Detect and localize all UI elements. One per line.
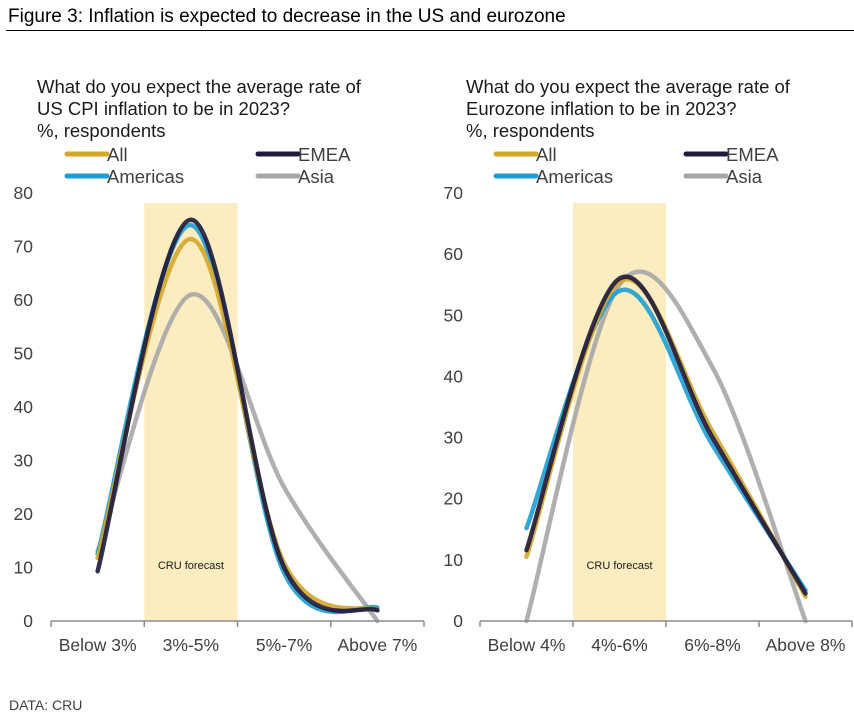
y-tick-label: 40 bbox=[14, 397, 34, 417]
chart-title-line: Eurozone inflation to be in 2023? bbox=[466, 98, 737, 119]
y-tick-label: 70 bbox=[14, 237, 34, 257]
legend-item-asia: Asia bbox=[255, 166, 335, 187]
series-line-asia bbox=[95, 292, 380, 624]
legend-item-all: All bbox=[64, 144, 128, 165]
legend-label: EMEA bbox=[298, 144, 351, 165]
x-tick-label: Below 3% bbox=[59, 635, 137, 655]
legend-item-all: All bbox=[493, 144, 557, 165]
figure-title: Figure 3: Inflation is expected to decre… bbox=[8, 6, 566, 27]
y-tick-label: 30 bbox=[14, 451, 34, 471]
y-tick-label: 0 bbox=[453, 611, 463, 631]
legend-label: EMEA bbox=[726, 144, 779, 165]
x-tick-label: 4%-6% bbox=[591, 635, 647, 655]
y-tick-label: 50 bbox=[444, 305, 464, 325]
chart-2: What do you expect the average rate ofEu… bbox=[444, 76, 853, 655]
series-line-emea bbox=[524, 274, 808, 596]
series-line-asia bbox=[524, 269, 808, 624]
legend-item-asia: Asia bbox=[683, 166, 763, 187]
y-tick-label: 20 bbox=[444, 489, 464, 509]
chart-1: What do you expect the average rate ofUS… bbox=[14, 76, 425, 655]
chart-title-line: What do you expect the average rate of bbox=[37, 76, 362, 97]
series-line-emea bbox=[95, 217, 380, 614]
x-tick-label: Above 8% bbox=[766, 635, 846, 655]
x-tick-label: 6%-8% bbox=[684, 635, 740, 655]
y-tick-label: 10 bbox=[444, 550, 464, 570]
chart-title-line: %, respondents bbox=[37, 120, 166, 141]
x-tick-label: Above 7% bbox=[337, 635, 417, 655]
y-tick-label: 50 bbox=[14, 344, 34, 364]
legend-item-emea: EMEA bbox=[683, 144, 779, 165]
legend-item-americas: Americas bbox=[493, 166, 613, 187]
legend-label: All bbox=[536, 144, 557, 165]
y-tick-label: 0 bbox=[23, 611, 33, 631]
legend-label: All bbox=[107, 144, 128, 165]
legend-label: Americas bbox=[536, 166, 613, 187]
data-source: DATA: CRU bbox=[9, 697, 83, 713]
y-tick-label: 70 bbox=[444, 183, 464, 203]
y-tick-label: 10 bbox=[14, 558, 34, 578]
legend-item-emea: EMEA bbox=[255, 144, 351, 165]
legend-label: Americas bbox=[107, 166, 184, 187]
forecast-band bbox=[573, 203, 666, 621]
title-divider bbox=[6, 30, 854, 31]
forecast-band-label: CRU forecast bbox=[586, 560, 652, 572]
chart-title-line: US CPI inflation to be in 2023? bbox=[37, 98, 290, 119]
forecast-band-label: CRU forecast bbox=[158, 560, 224, 572]
forecast-band bbox=[144, 203, 238, 621]
x-tick-label: 3%-5% bbox=[163, 635, 219, 655]
y-tick-label: 60 bbox=[444, 244, 464, 264]
y-tick-label: 60 bbox=[14, 290, 34, 310]
chart-title-line: %, respondents bbox=[466, 120, 595, 141]
legend-label: Asia bbox=[726, 166, 763, 187]
y-tick-label: 20 bbox=[14, 504, 34, 524]
x-tick-label: 5%-7% bbox=[256, 635, 312, 655]
x-tick-label: Below 4% bbox=[488, 635, 566, 655]
chart-title-line: What do you expect the average rate of bbox=[466, 76, 791, 97]
legend-label: Asia bbox=[298, 166, 335, 187]
y-tick-label: 40 bbox=[444, 366, 464, 386]
legend-item-americas: Americas bbox=[64, 166, 184, 187]
y-tick-label: 80 bbox=[14, 183, 34, 203]
y-tick-label: 30 bbox=[444, 428, 464, 448]
